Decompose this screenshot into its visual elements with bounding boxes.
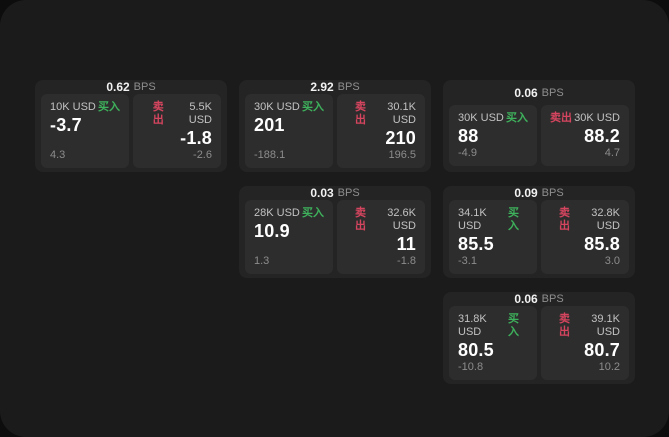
sell-notional: 5.5K USD [188,101,212,126]
buy-price: 10.9 [254,221,290,241]
quote-card: 0.62 BPS 10K USD 买入 -3.7 4.3 卖出 5.5K USD [35,80,227,172]
sell-delta: 196.5 [388,149,416,161]
bps-value: 2.92 [310,80,334,94]
sell-notional: 39.1K USD [591,313,620,338]
buy-label[interactable]: 买入 [508,207,520,232]
buy-panel[interactable]: 30K USD 买入 201 -188.1 [245,94,333,168]
quote-card: 0.03 BPS 28K USD 买入 10.9 1.3 卖出 32.6K US… [239,186,431,278]
sell-price: 88.2 [584,126,620,146]
sell-label[interactable]: 卖出 [558,313,570,338]
buy-delta: 1.3 [254,255,270,267]
sell-panel[interactable]: 卖出 5.5K USD -1.8 -2.6 [133,94,221,168]
buy-notional: 28K USD [254,207,300,219]
sell-price: 11 [396,234,416,254]
quote-card: 0.06 BPS 31.8K USD 买入 80.5 -10.8 卖出 39.1… [443,292,635,384]
sell-price: -1.8 [180,128,212,148]
buy-notional: 30K USD [458,112,504,124]
buy-label[interactable]: 买入 [302,101,324,113]
sell-panel[interactable]: 卖出 32.8K USD 85.8 3.0 [541,200,629,274]
bps-value: 0.06 [514,85,538,100]
sell-delta: -2.6 [193,149,212,161]
quote-card: 0.06 BPS 30K USD 买入 88 -4.9 卖出 30K USD [443,80,635,172]
buy-label[interactable]: 买入 [302,207,324,219]
bps-header: 2.92 BPS [245,80,425,94]
bps-header: 0.03 BPS [245,186,425,200]
sell-price: 80.7 [584,340,620,360]
sell-notional: 30.1K USD [387,101,416,126]
quote-board: 0.62 BPS 10K USD 买入 -3.7 4.3 卖出 5.5K USD [35,80,635,384]
bps-value: 0.06 [514,292,538,306]
bps-header: 0.09 BPS [449,186,629,200]
bps-header: 0.06 BPS [449,80,629,105]
sell-panel[interactable]: 卖出 30.1K USD 210 196.5 [337,94,425,168]
buy-price: 85.5 [458,234,494,254]
bps-unit: BPS [133,81,156,93]
buy-delta: -3.1 [458,255,477,267]
buy-notional: 10K USD [50,101,96,113]
buy-price: -3.7 [50,115,82,135]
sell-delta: -1.8 [397,255,416,267]
sell-notional: 30K USD [574,112,620,124]
bps-header: 0.62 BPS [41,80,221,94]
bps-unit: BPS [541,187,564,199]
bps-value: 0.09 [514,186,538,200]
buy-panel[interactable]: 31.8K USD 买入 80.5 -10.8 [449,306,537,380]
sell-notional: 32.6K USD [387,207,416,232]
bps-unit: BPS [541,86,564,99]
buy-label[interactable]: 买入 [98,101,120,113]
buy-notional: 34.1K USD [458,207,487,232]
sell-label[interactable]: 卖出 [354,207,366,232]
buy-delta: -4.9 [458,147,477,159]
sell-label[interactable]: 卖出 [550,112,572,124]
sell-price: 85.8 [584,234,620,254]
quote-card: 2.92 BPS 30K USD 买入 201 -188.1 卖出 30.1K … [239,80,431,172]
buy-price: 201 [254,115,285,135]
buy-price: 88 [458,126,479,146]
sell-notional: 32.8K USD [591,207,620,232]
sell-label[interactable]: 卖出 [558,207,570,232]
bps-header: 0.06 BPS [449,292,629,306]
buy-panel[interactable]: 30K USD 买入 88 -4.9 [449,105,537,166]
buy-panel[interactable]: 28K USD 买入 10.9 1.3 [245,200,333,274]
sell-delta: 10.2 [598,361,620,373]
sell-panel[interactable]: 卖出 39.1K USD 80.7 10.2 [541,306,629,380]
sell-label[interactable]: 卖出 [152,101,164,126]
bps-unit: BPS [337,187,360,199]
bps-value: 0.62 [106,80,130,94]
sell-delta: 4.7 [604,147,620,159]
sell-panel[interactable]: 卖出 30K USD 88.2 4.7 [541,105,629,166]
bps-unit: BPS [337,81,360,93]
sell-label[interactable]: 卖出 [354,101,366,126]
buy-notional: 31.8K USD [458,313,487,338]
bps-value: 0.03 [310,186,334,200]
buy-label[interactable]: 买入 [508,313,520,338]
buy-delta: 4.3 [50,149,66,161]
sell-price: 210 [385,128,416,148]
quote-card: 0.09 BPS 34.1K USD 买入 85.5 -3.1 卖出 32.8K… [443,186,635,278]
buy-delta: -10.8 [458,361,484,373]
buy-label[interactable]: 买入 [506,112,528,124]
buy-panel[interactable]: 10K USD 买入 -3.7 4.3 [41,94,129,168]
buy-panel[interactable]: 34.1K USD 买入 85.5 -3.1 [449,200,537,274]
sell-panel[interactable]: 卖出 32.6K USD 11 -1.8 [337,200,425,274]
sell-delta: 3.0 [604,255,620,267]
buy-notional: 30K USD [254,101,300,113]
bps-unit: BPS [541,293,564,305]
buy-price: 80.5 [458,340,494,360]
buy-delta: -188.1 [254,149,286,161]
